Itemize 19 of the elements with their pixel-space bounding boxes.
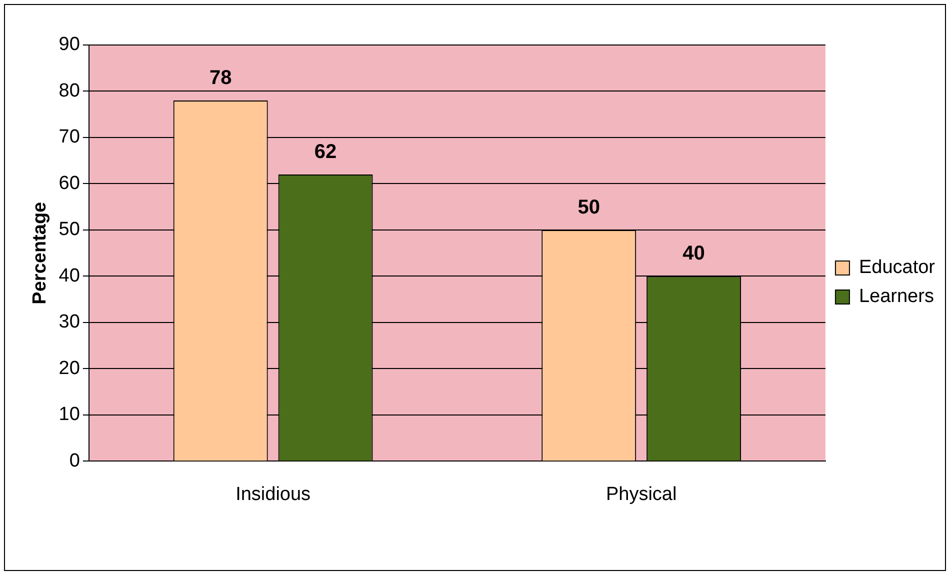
data-label: 78 — [209, 67, 232, 90]
y-tick-label: 20 — [58, 358, 80, 379]
y-tick-label: 60 — [58, 172, 80, 194]
y-tick-label: 90 — [58, 34, 80, 56]
legend-label: Learners — [858, 286, 934, 308]
y-tick-label: 70 — [58, 126, 80, 148]
legend-label: Educator — [858, 257, 936, 278]
y-tick-label: 40 — [58, 265, 80, 286]
y-tick-label: 10 — [58, 404, 80, 426]
x-tick-label: Insidious — [236, 484, 311, 505]
y-axis-title: Percentage — [30, 202, 51, 304]
y-tick-label: 50 — [58, 219, 80, 240]
data-label: 50 — [578, 196, 600, 218]
y-tick-label: 80 — [58, 80, 80, 102]
data-label: 62 — [314, 141, 337, 163]
data-label: 40 — [682, 242, 705, 265]
y-tick-label: 0 — [69, 450, 80, 472]
y-tick-label: 30 — [58, 312, 80, 333]
x-tick-label: Physical — [606, 484, 677, 505]
